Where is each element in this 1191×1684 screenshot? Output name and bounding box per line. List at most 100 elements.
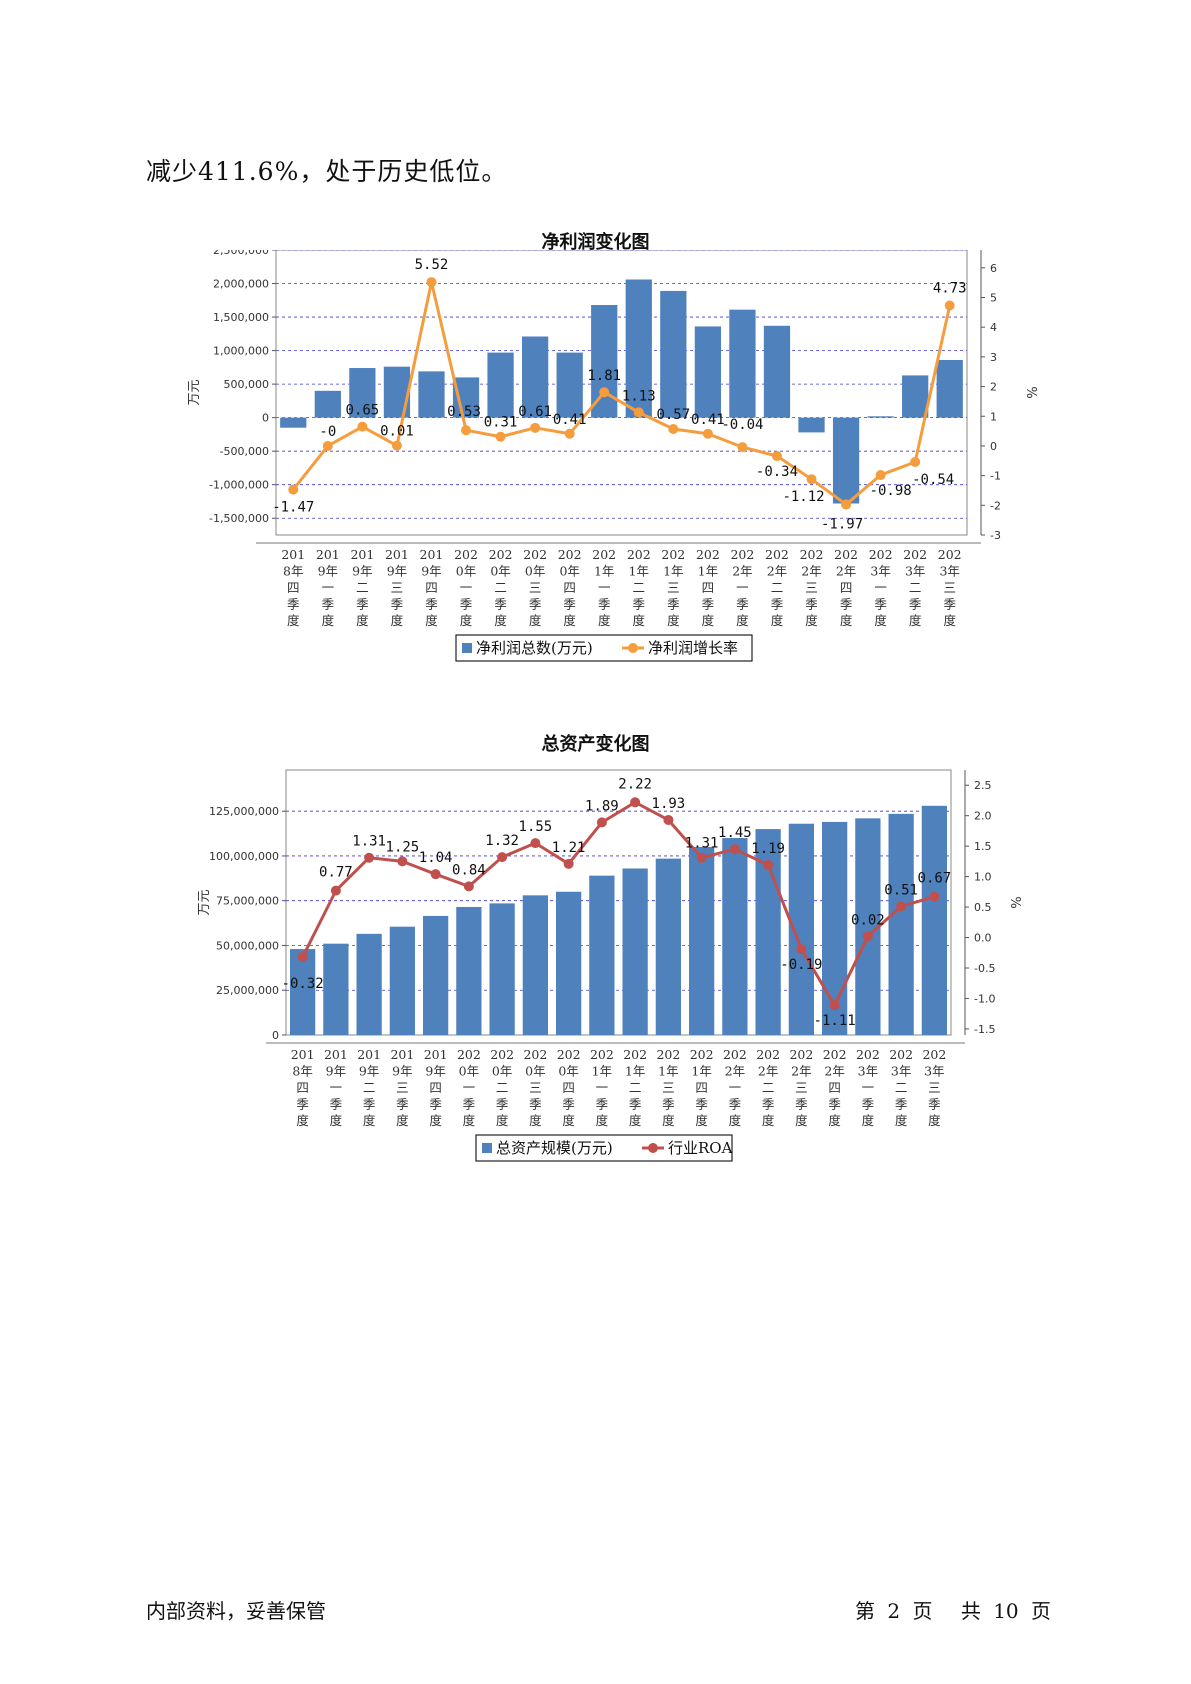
data-label: 1.89 — [585, 798, 619, 814]
x-tick-label: 3年 — [891, 1064, 911, 1079]
x-tick-label: 度 — [460, 613, 473, 628]
x-tick-label: 季 — [667, 597, 680, 612]
x-tick-label: 202 — [938, 547, 962, 562]
x-tick-label: 季 — [633, 597, 646, 612]
bar — [323, 943, 349, 1035]
legend-bar-label: 净利润总数(万元) — [476, 639, 593, 657]
x-tick-label: 2年 — [824, 1064, 844, 1079]
x-tick-label: 度 — [736, 613, 749, 628]
x-tick-label: 度 — [463, 1113, 476, 1128]
x-tick-label: 三 — [943, 580, 956, 595]
x-tick-label: 二 — [633, 580, 646, 595]
line-point — [322, 440, 333, 451]
data-label: 0.84 — [452, 862, 486, 878]
x-tick-label: 2年 — [801, 564, 821, 579]
x-tick-label: 一 — [862, 1080, 875, 1095]
line-point — [430, 869, 441, 880]
legend-line-marker — [648, 1143, 658, 1153]
x-tick-label: 度 — [629, 1113, 642, 1128]
y2-axis-label: % — [1023, 386, 1038, 398]
y2-tick-label: 5 — [990, 292, 997, 305]
line-point — [288, 484, 299, 495]
data-label: 0.41 — [691, 412, 725, 428]
series-line — [292, 280, 952, 506]
x-tick-label: 度 — [598, 613, 611, 628]
x-tick-label: 季 — [562, 1097, 575, 1112]
data-label: -1.97 — [821, 516, 863, 532]
x-tick-label: 一 — [598, 580, 611, 595]
bar — [921, 805, 948, 1035]
x-tick-label: 季 — [363, 1097, 376, 1112]
data-label: -0.19 — [780, 957, 822, 973]
bar — [936, 359, 963, 418]
line-point — [426, 277, 437, 288]
x-tick-label: 0年 — [525, 1064, 545, 1079]
data-label: -0.32 — [282, 976, 324, 992]
x-tick-label: 9年 — [318, 564, 338, 579]
x-tick-label: 202 — [489, 547, 513, 562]
line-point — [297, 952, 308, 963]
x-tick-label: 202 — [590, 1047, 614, 1062]
x-tick-label: 8年 — [283, 564, 303, 579]
x-tick-label: 季 — [296, 1097, 309, 1112]
x-tick-label: 202 — [627, 547, 651, 562]
x-tick-label: 201 — [385, 547, 409, 562]
x-tick-label: 度 — [943, 613, 956, 628]
x-tick-label: 202 — [756, 1047, 780, 1062]
x-tick-label: 度 — [596, 1113, 609, 1128]
y2-tick-label: -2 — [990, 499, 1001, 512]
x-tick-label: 季 — [662, 1097, 675, 1112]
x-tick-label: 季 — [695, 1097, 708, 1112]
x-tick-label: 度 — [529, 1113, 542, 1128]
x-tick-label: 度 — [909, 613, 922, 628]
data-label: -1.11 — [814, 1013, 856, 1029]
x-tick-label: 1年 — [629, 564, 649, 579]
x-tick-label: 季 — [596, 1097, 609, 1112]
bar — [356, 933, 382, 1035]
x-tick-label: 1年 — [691, 1064, 711, 1079]
x-tick-label: 度 — [795, 1113, 808, 1128]
x-tick-label: 202 — [490, 1047, 514, 1062]
y2-tick-label: -0.5 — [974, 962, 995, 975]
x-tick-label: 202 — [903, 547, 927, 562]
x-tick-label: 季 — [795, 1097, 808, 1112]
x-tick-label: 度 — [494, 613, 507, 628]
legend-bar-swatch — [482, 1143, 492, 1153]
line-point — [862, 931, 873, 942]
x-tick-label: 202 — [457, 1047, 481, 1062]
x-tick-label: 202 — [690, 1047, 714, 1062]
bar — [555, 891, 582, 1035]
x-tick-label: 2年 — [767, 564, 787, 579]
bar — [383, 366, 411, 418]
bar — [763, 325, 791, 418]
line-point — [596, 817, 607, 828]
x-tick-label: 2年 — [836, 564, 856, 579]
legend-box — [455, 634, 753, 662]
x-tick-label: 202 — [856, 1047, 880, 1062]
x-tick-label: 3年 — [858, 1064, 878, 1079]
y2-tick-label: 6 — [990, 262, 997, 275]
line-point — [330, 885, 341, 896]
data-label: 1.32 — [485, 833, 519, 849]
x-tick-label: 三 — [529, 1080, 542, 1095]
x-tick-label: 四 — [702, 580, 715, 595]
x-tick-label: 3年 — [939, 564, 959, 579]
data-label: 1.55 — [519, 819, 553, 835]
x-tick-label: 季 — [909, 597, 922, 612]
x-tick-label: 四 — [296, 1080, 309, 1095]
bar — [422, 915, 449, 1035]
x-tick-label: 季 — [287, 597, 300, 612]
x-tick-label: 202 — [922, 1047, 946, 1062]
data-label: 1.31 — [685, 836, 719, 852]
x-tick-label: 季 — [396, 1097, 409, 1112]
data-label: -0.98 — [870, 483, 912, 499]
line-point — [806, 474, 817, 485]
x-tick-label: 9年 — [392, 1064, 412, 1079]
x-tick-label: 度 — [287, 613, 300, 628]
x-tick-label: 二 — [363, 1080, 376, 1095]
data-label: -0.04 — [721, 417, 763, 433]
x-tick-label: 一 — [330, 1080, 343, 1095]
x-tick-label: 202 — [656, 1047, 680, 1062]
x-tick-label: 1年 — [663, 564, 683, 579]
x-tick-label: 季 — [322, 597, 335, 612]
